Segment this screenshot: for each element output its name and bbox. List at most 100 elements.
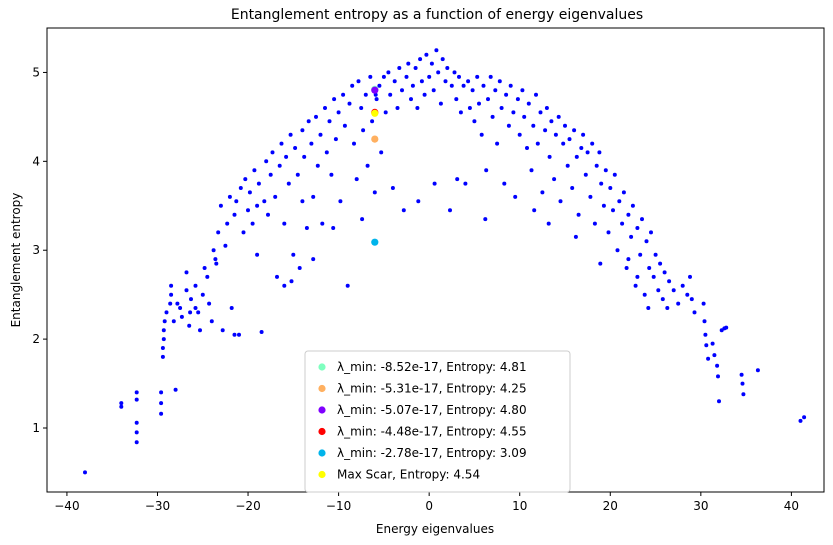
data-point xyxy=(574,154,579,159)
data-point xyxy=(374,97,379,102)
data-point xyxy=(573,234,578,239)
y-axis: 1 2 3 4 5 xyxy=(32,65,47,435)
data-point xyxy=(368,74,373,79)
data-point xyxy=(282,283,287,288)
data-point xyxy=(594,163,599,168)
data-point xyxy=(651,274,656,279)
y-tick-label: 3 xyxy=(32,243,40,257)
data-point xyxy=(270,150,275,155)
data-point xyxy=(701,301,706,306)
data-point xyxy=(288,132,293,137)
data-point xyxy=(331,226,336,230)
data-point xyxy=(579,146,584,150)
legend-item: Max Scar, Entropy: 4.54 xyxy=(318,468,480,482)
data-point xyxy=(327,119,332,124)
legend: λ_min: -8.52e-17, Entropy: 4.81 λ_min: -5… xyxy=(304,350,571,493)
data-point xyxy=(262,199,267,204)
data-point xyxy=(175,301,180,306)
legend-label: λ_min: -4.48e-17, Entropy: 4.55 xyxy=(337,425,527,439)
data-point xyxy=(608,186,613,190)
data-point xyxy=(418,57,423,62)
data-point xyxy=(264,159,269,164)
data-point xyxy=(431,88,436,93)
y-axis-label: Entanglement entropy xyxy=(9,193,23,328)
data-point xyxy=(484,168,489,173)
data-point xyxy=(232,332,237,337)
data-point xyxy=(544,106,549,110)
data-point xyxy=(472,119,477,124)
highlighted-point xyxy=(371,135,379,143)
data-point xyxy=(667,279,672,284)
data-point xyxy=(592,221,597,226)
data-point xyxy=(702,319,707,324)
data-point xyxy=(483,217,488,222)
data-point xyxy=(717,399,721,404)
y-tick-label: 1 xyxy=(32,421,40,435)
data-point xyxy=(715,363,720,368)
data-point xyxy=(404,74,409,79)
data-point xyxy=(297,266,302,270)
data-point xyxy=(390,186,395,190)
data-point xyxy=(309,141,314,146)
data-point xyxy=(590,141,595,146)
plot-area xyxy=(83,48,807,475)
data-point xyxy=(205,274,210,279)
data-point xyxy=(665,306,670,310)
data-point xyxy=(324,150,329,155)
data-point xyxy=(256,181,261,186)
highlighted-point xyxy=(371,109,379,117)
x-tick-label: −40 xyxy=(54,499,79,513)
data-point xyxy=(467,106,472,110)
data-point xyxy=(445,66,450,70)
x-tick-label: −20 xyxy=(235,499,260,513)
data-point xyxy=(395,106,400,110)
data-point xyxy=(617,199,622,204)
x-tick-label: 0 xyxy=(425,499,433,513)
data-point xyxy=(556,114,561,119)
data-point xyxy=(171,319,176,324)
data-point xyxy=(273,194,278,199)
data-point xyxy=(565,163,570,168)
data-point xyxy=(247,190,252,195)
data-point xyxy=(538,110,543,115)
data-point xyxy=(741,392,746,397)
data-point xyxy=(506,123,511,128)
data-point xyxy=(526,101,531,106)
data-point xyxy=(193,306,198,310)
data-point xyxy=(452,70,457,75)
x-tick-label: −10 xyxy=(326,499,351,513)
data-point xyxy=(493,88,498,93)
data-point xyxy=(499,106,504,110)
data-point xyxy=(229,306,234,310)
data-point xyxy=(413,66,418,70)
data-point xyxy=(588,194,593,199)
data-point xyxy=(611,208,615,213)
data-point xyxy=(188,310,193,315)
legend-label: λ_min: -8.52e-17, Entropy: 4.81 xyxy=(337,360,527,374)
data-point xyxy=(525,146,529,150)
data-point xyxy=(680,283,685,288)
data-point xyxy=(656,288,661,293)
data-point xyxy=(311,194,316,199)
data-point xyxy=(463,181,468,186)
x-tick-label: 30 xyxy=(693,499,708,513)
data-point xyxy=(291,252,296,257)
data-point xyxy=(662,270,667,275)
data-point xyxy=(532,208,537,213)
data-point xyxy=(427,74,432,79)
data-point xyxy=(302,154,307,159)
x-tick-label: 20 xyxy=(603,499,618,513)
data-point xyxy=(706,356,711,361)
data-point xyxy=(361,128,366,133)
data-point xyxy=(647,266,652,270)
data-point xyxy=(314,114,318,119)
data-point xyxy=(345,283,350,288)
data-point xyxy=(295,172,300,177)
data-point xyxy=(671,288,676,293)
data-point xyxy=(739,372,744,377)
data-point xyxy=(341,92,346,97)
data-point xyxy=(449,83,454,88)
data-point xyxy=(266,212,270,217)
data-point xyxy=(164,310,169,315)
data-point xyxy=(200,292,205,297)
